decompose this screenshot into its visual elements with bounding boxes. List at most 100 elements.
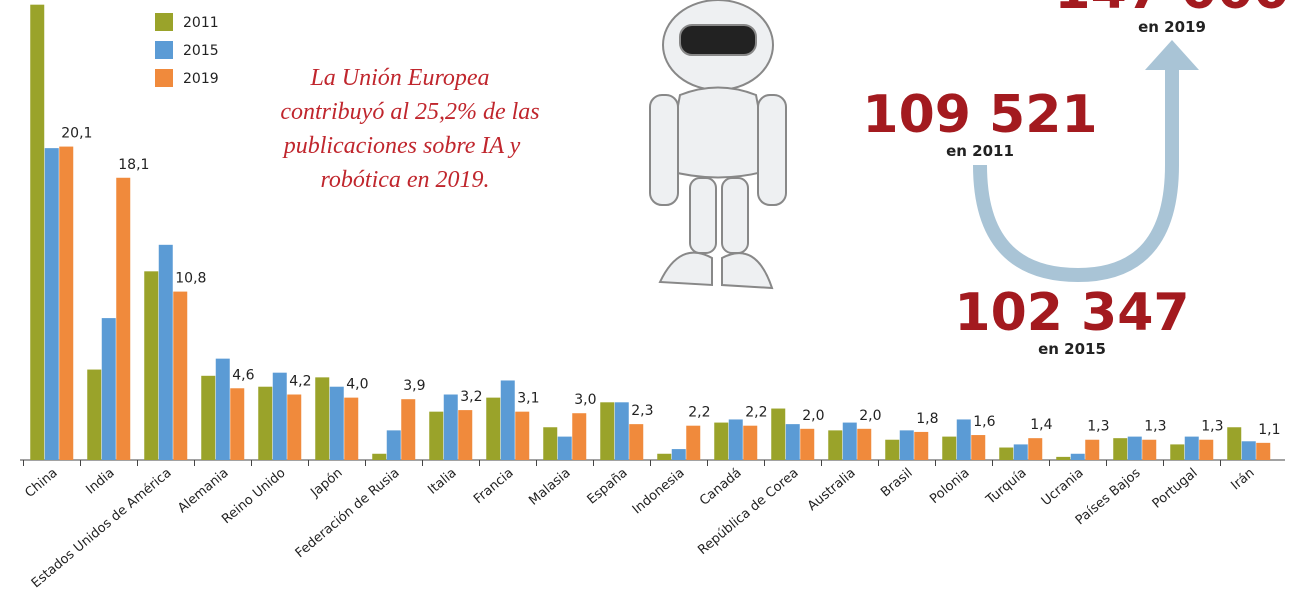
- value-label: 1,3: [1201, 419, 1223, 435]
- bar: [1199, 440, 1213, 460]
- bar: [786, 424, 800, 460]
- value-label: 3,1: [517, 391, 539, 407]
- value-label: 2,0: [859, 408, 881, 424]
- bar: [1170, 444, 1184, 460]
- x-tick-label: Ucrania: [1039, 466, 1087, 509]
- x-tick-label: Polonia: [927, 466, 972, 508]
- x-tick-label: Federación de Rusia: [293, 466, 403, 562]
- x-tick-label: Turquía: [983, 466, 1030, 509]
- legend-label: 2011: [183, 15, 219, 31]
- bar: [558, 437, 572, 460]
- bar: [1085, 440, 1099, 460]
- value-label: 2,2: [745, 405, 767, 421]
- value-label: 1,3: [1087, 419, 1109, 435]
- x-tick-label: Italia: [425, 466, 459, 498]
- x-tick-label: Irán: [1228, 466, 1257, 494]
- total-label: en 2019: [1138, 18, 1206, 36]
- legend-label: 2019: [183, 71, 219, 87]
- bar: [387, 430, 401, 460]
- bar: [714, 423, 728, 460]
- bar: [543, 427, 557, 460]
- value-label: 2,3: [631, 403, 653, 419]
- x-tick-label: Alemania: [175, 466, 231, 517]
- value-label: 1,6: [973, 414, 995, 430]
- x-tick-label: Malasia: [526, 466, 573, 509]
- bar: [572, 413, 586, 460]
- value-label: 2,0: [802, 408, 824, 424]
- bar: [1071, 454, 1085, 460]
- x-tick-label: China: [22, 466, 60, 501]
- bar: [914, 432, 928, 460]
- bar: [971, 435, 985, 460]
- bar: [173, 292, 187, 460]
- value-label: 4,6: [232, 367, 254, 383]
- bar: [87, 370, 101, 460]
- bar: [1142, 440, 1156, 460]
- bar: [1113, 438, 1127, 460]
- bar: [857, 429, 871, 460]
- bar: [344, 398, 358, 460]
- bar: [843, 423, 857, 460]
- value-label: 3,9: [403, 378, 425, 394]
- bar: [1256, 443, 1270, 460]
- bar: [501, 380, 515, 460]
- value-label: 1,3: [1144, 419, 1166, 435]
- bar: [216, 359, 230, 460]
- annotation: La Unión Europea: [309, 65, 489, 91]
- value-label: 1,8: [916, 411, 938, 427]
- bar: [429, 412, 443, 460]
- bar: [615, 402, 629, 460]
- bar: [144, 271, 158, 460]
- bar: [45, 148, 59, 460]
- bar: [771, 409, 785, 460]
- x-tick-label: República de Corea: [695, 466, 801, 559]
- bar: [258, 387, 272, 460]
- legend-swatch: [155, 69, 173, 87]
- bar: [729, 419, 743, 460]
- value-label: 4,0: [346, 377, 368, 393]
- bar: [629, 424, 643, 460]
- bar: [30, 5, 44, 460]
- bar: [1227, 427, 1241, 460]
- bar: [330, 387, 344, 460]
- chart: China20,1India18,1Estados Unidos de Amér…: [0, 0, 1293, 590]
- value-label: 2,2: [688, 405, 710, 421]
- value-label: 3,0: [574, 392, 596, 408]
- bar: [59, 147, 73, 460]
- x-tick-label: Brasil: [878, 466, 915, 501]
- bar: [800, 429, 814, 460]
- x-tick-label: Canadá: [697, 466, 745, 509]
- bar: [1014, 444, 1028, 460]
- value-label: 3,2: [460, 389, 482, 405]
- bar: [1056, 457, 1070, 460]
- total-label: en 2011: [946, 142, 1014, 160]
- bar: [515, 412, 529, 460]
- bar: [957, 419, 971, 460]
- legend-swatch: [155, 13, 173, 31]
- robot-illustration: [650, 0, 786, 288]
- x-tick-label: Portugal: [1150, 466, 1201, 512]
- value-label: 1,4: [1030, 417, 1052, 433]
- bar: [1242, 441, 1256, 460]
- value-label: 1,1: [1258, 422, 1280, 438]
- bar: [672, 449, 686, 460]
- bar: [486, 398, 500, 460]
- bar: [600, 402, 614, 460]
- bar: [444, 395, 458, 460]
- total-label: en 2015: [1038, 340, 1106, 358]
- value-label: 18,1: [118, 157, 149, 173]
- bar: [686, 426, 700, 460]
- bar: [999, 448, 1013, 460]
- bar: [315, 377, 329, 460]
- bar: [1028, 438, 1042, 460]
- bar: [657, 454, 671, 460]
- legend-swatch: [155, 41, 173, 59]
- bar: [1185, 437, 1199, 460]
- value-label: 10,8: [175, 271, 206, 287]
- legend-label: 2015: [183, 43, 219, 59]
- x-tick-label: España: [585, 466, 631, 508]
- bar: [942, 437, 956, 460]
- x-tick-label: Indonesia: [630, 466, 688, 518]
- total-value: 102 347: [954, 283, 1189, 343]
- x-tick-label: Francia: [471, 466, 517, 508]
